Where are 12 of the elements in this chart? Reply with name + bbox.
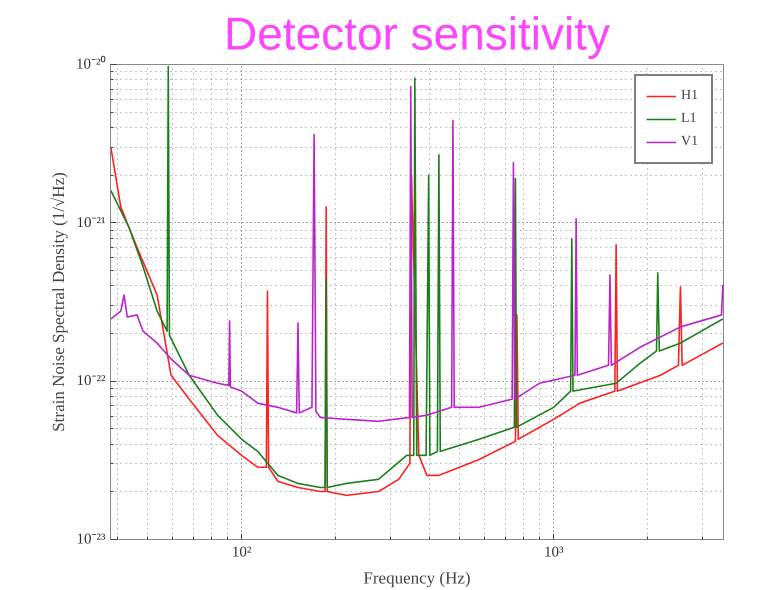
x-tick-label: 10³ bbox=[544, 544, 564, 560]
y-tick-label: 10⁻²² bbox=[76, 373, 106, 390]
x-axis-title: Frequency (Hz) bbox=[363, 568, 471, 588]
legend-label: H1 bbox=[681, 88, 700, 104]
y-tick-label: 10⁻²¹ bbox=[76, 214, 106, 231]
x-tick-label: 10² bbox=[232, 544, 252, 560]
y-axis-title: Strain Noise Spectral Density (1/√Hz) bbox=[49, 172, 68, 432]
legend-label: L1 bbox=[681, 111, 698, 127]
y-tick-label: 10⁻²³ bbox=[76, 532, 106, 548]
y-tick-label: 10⁻²⁰ bbox=[76, 56, 106, 72]
legend-label: V1 bbox=[681, 134, 700, 150]
chart-title: Detector sensitivity bbox=[224, 8, 610, 60]
